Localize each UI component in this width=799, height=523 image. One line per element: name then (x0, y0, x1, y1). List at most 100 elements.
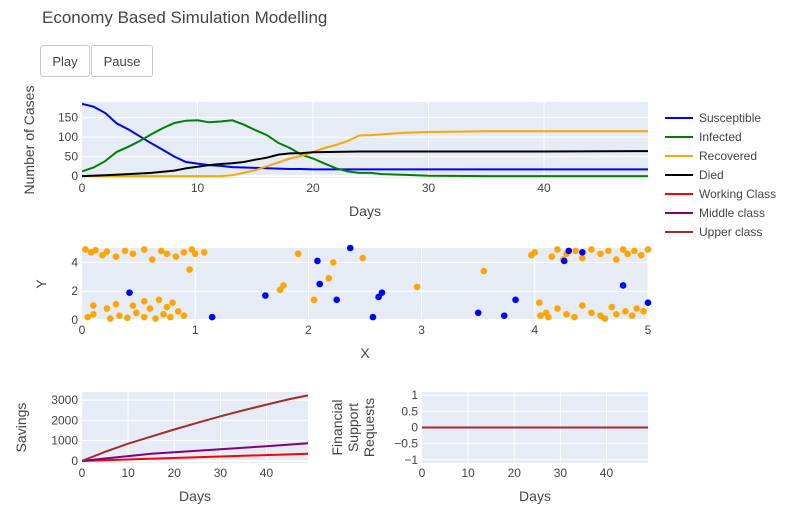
recovered-point (84, 313, 91, 321)
page-title: Economy Based Simulation Modelling (42, 8, 328, 27)
recovered-point (121, 247, 129, 255)
y-axis-title: Number of Cases (21, 86, 37, 195)
recovered-point (310, 296, 318, 304)
y-tick-label: 0 (71, 313, 78, 327)
recovered-point (133, 309, 140, 317)
y-tick-label: 0 (71, 454, 78, 468)
recovered-point (99, 251, 106, 259)
y-tick-label: −0.5 (394, 437, 418, 451)
recovered-point (633, 305, 640, 312)
recovered-point (537, 312, 544, 319)
recovered-point (92, 246, 99, 254)
y-axis-title: Savings (13, 403, 29, 453)
x-tick-label: 40 (600, 466, 614, 480)
susceptible-point (560, 257, 568, 265)
recovered-point (103, 305, 111, 312)
recovered-point (572, 247, 579, 255)
x-tick-label: 4 (531, 323, 538, 337)
y-tick-label: 2 (71, 284, 78, 298)
legend-label-middle-class: Middle class (699, 206, 765, 220)
recovered-point (169, 299, 176, 307)
positions-chart: 0 1 2 3 4 5 0 2 4 X Y (33, 244, 652, 361)
play-button[interactable]: Play (40, 45, 90, 77)
x-tick-label: 0 (79, 323, 86, 337)
x-tick-label: 3 (418, 323, 425, 337)
recovered-point (545, 313, 552, 321)
recovered-point (107, 315, 114, 322)
recovered-point (140, 313, 148, 321)
susceptible-point (579, 249, 586, 256)
y-tick-label: 0 (411, 421, 418, 435)
pause-button[interactable]: Pause (91, 45, 153, 77)
x-tick-label: 0 (79, 466, 86, 480)
susceptible-point (644, 299, 652, 307)
x-tick-label: 40 (260, 466, 274, 480)
susceptible-point (316, 280, 324, 288)
recovered-point (588, 309, 595, 317)
recovered-line (82, 130, 648, 178)
recovered-point (90, 302, 97, 309)
recovered-point (637, 251, 645, 259)
recovered-point (579, 302, 586, 309)
x-tick-label: 10 (191, 181, 205, 195)
y-tick-label: 4 (71, 255, 78, 269)
recovered-point (480, 267, 488, 275)
y-tick-label: 0 (71, 169, 78, 183)
legend-label-recovered: Recovered (699, 149, 757, 163)
recovered-point (116, 312, 123, 319)
cases-chart: 0 10 20 30 40 0 50 100 150 Days Number of Cases (21, 86, 649, 219)
recovered-point (622, 308, 629, 315)
legend-label-died: Died (699, 168, 724, 182)
x-tick-label: 20 (306, 181, 320, 195)
susceptible-point (619, 282, 627, 289)
y-tick-label: 50 (65, 150, 79, 164)
legend: Susceptible Infected Recovered Died Working … (665, 111, 776, 239)
y-tick-label: 100 (58, 130, 78, 144)
susceptible-point (512, 296, 519, 304)
legend-label-upper-class: Upper class (699, 225, 762, 239)
y-tick-label: 0.5 (401, 404, 418, 418)
susceptible-point (378, 289, 386, 296)
recovered-point (166, 313, 174, 321)
recovered-point (172, 253, 180, 260)
y-axis-title-line: Requests (361, 398, 377, 457)
recovered-point (163, 250, 171, 258)
x-tick-label: 2 (305, 323, 312, 337)
recovered-point (413, 283, 421, 291)
x-tick-label: 0 (419, 466, 426, 480)
recovered-point (123, 314, 131, 322)
recovered-point (628, 312, 636, 319)
recovered-point (579, 254, 586, 262)
recovered-point (90, 310, 97, 318)
recovered-point (148, 256, 156, 263)
susceptible-point (333, 296, 341, 304)
recovered-point (330, 259, 337, 266)
susceptible-point (369, 313, 377, 321)
infected-line (82, 119, 648, 178)
susceptible-point (208, 313, 216, 321)
recovered-point (631, 247, 638, 255)
died-line (82, 150, 649, 178)
recovered-point (597, 250, 604, 258)
y-axis-title-line: Support (345, 403, 361, 452)
recovered-point (174, 308, 182, 315)
recovered-point (548, 253, 556, 260)
recovered-point (129, 302, 137, 309)
middle-class-line (82, 442, 309, 462)
x-axis-title: Days (519, 488, 551, 504)
y-tick-label: 3000 (51, 393, 78, 407)
x-tick-label: 20 (508, 466, 522, 480)
recovered-point (140, 246, 148, 253)
recovered-point (554, 305, 561, 312)
susceptible-line (82, 102, 648, 171)
legend-label-susceptible: Susceptible (699, 111, 761, 125)
susceptible-point (565, 247, 573, 255)
y-axis-title-line: Financial (329, 399, 345, 455)
susceptible-point (346, 244, 354, 252)
y-tick-label: −1 (404, 453, 418, 467)
recovered-point (644, 246, 652, 253)
legend-label-working-class: Working Class (699, 187, 776, 201)
recovered-point (112, 253, 120, 260)
recovered-point (180, 249, 188, 256)
